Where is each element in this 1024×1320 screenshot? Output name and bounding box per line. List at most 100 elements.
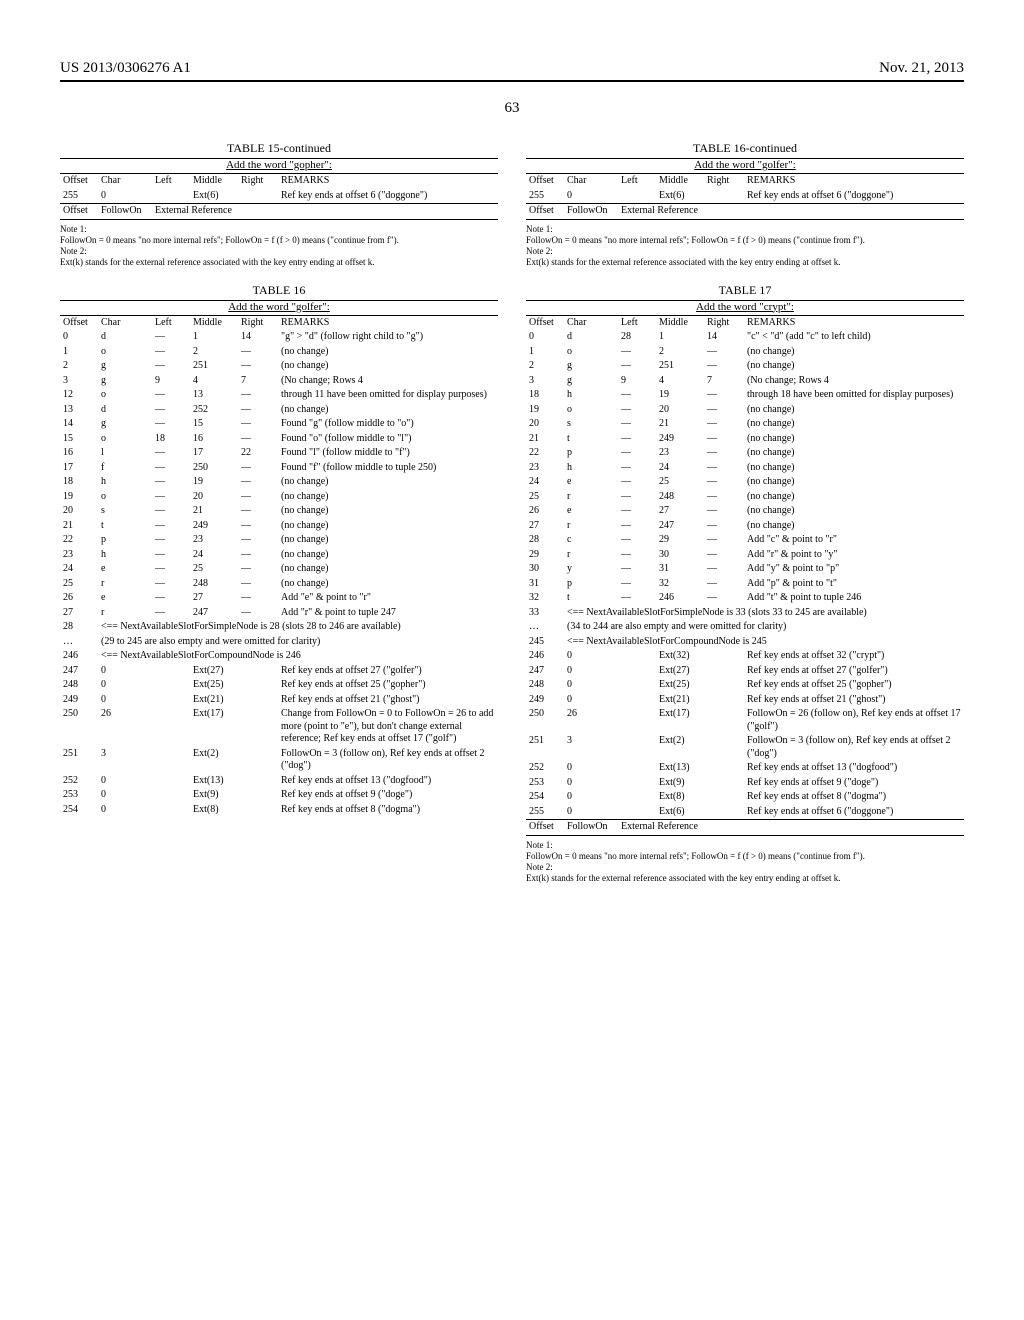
table-ext-row: 2540Ext(8)Ref key ends at offset 8 ("dog…: [526, 790, 964, 805]
table-cell: 13: [190, 388, 238, 403]
table-cell: d: [98, 403, 152, 418]
table-cell: 0: [98, 664, 152, 679]
table-cell: s: [564, 417, 618, 432]
table-cell: 4: [656, 374, 704, 389]
table-cell: 9: [618, 374, 656, 389]
footer-char: FollowOn: [564, 204, 618, 219]
table-cell: 251: [190, 359, 238, 374]
table-cell: —: [152, 417, 190, 432]
table-cell: Ref key ends at offset 6 ("doggone"): [744, 189, 964, 204]
table-cell: Ref key ends at offset 9 ("doge"): [744, 776, 964, 791]
table-cell: [238, 788, 278, 803]
col-header-remarks: REMARKS: [278, 316, 498, 331]
table-cell: o: [98, 432, 152, 447]
table-16-continued: TABLE 16-continued Add the word "golfer"…: [526, 141, 964, 269]
table-cell: 20: [656, 403, 704, 418]
table-cell: —: [704, 359, 744, 374]
table-cell: (no change): [278, 490, 498, 505]
table-ext-row: 2470Ext(27)Ref key ends at offset 27 ("g…: [60, 664, 498, 679]
table-cell: —: [618, 533, 656, 548]
table-cell: 18: [60, 475, 98, 490]
table-cell: —: [618, 504, 656, 519]
table-cell: [152, 678, 190, 693]
table-cell: (No change; Rows 4: [278, 374, 498, 389]
table-17-data: Offset Char Left Middle Right REMARKS 0d…: [526, 316, 964, 820]
col-header-middle: Middle: [190, 316, 238, 331]
table-cell: o: [98, 490, 152, 505]
table-cell: FollowOn = 26 (follow on), Ref key ends …: [744, 707, 964, 734]
table-span-cell: (34 to 244 are also empty and were omitt…: [564, 620, 964, 635]
table-cell: —: [238, 519, 278, 534]
table-cell: g: [98, 374, 152, 389]
table-cell: Found "l" (follow middle to "f"): [278, 446, 498, 461]
col-header-middle: Middle: [656, 316, 704, 331]
table-span-cell: (29 to 245 are also empty and were omitt…: [98, 635, 498, 650]
table-span-row: 28<== NextAvailableSlotForSimpleNode is …: [60, 620, 498, 635]
table-cell: 18: [526, 388, 564, 403]
table-title: TABLE 16-continued: [526, 141, 964, 156]
table-cell: Ext(2): [190, 747, 238, 774]
footer-char: FollowOn: [564, 820, 618, 835]
table-cell: 248: [60, 678, 98, 693]
table-cell: d: [564, 330, 618, 345]
table-cell: —: [704, 591, 744, 606]
table-cell: h: [98, 475, 152, 490]
col-header-left: Left: [152, 316, 190, 331]
table-cell: 245: [526, 635, 564, 650]
table-cell: 255: [60, 189, 98, 204]
table-cell: Ext(6): [190, 189, 238, 204]
table-cell: Ref key ends at offset 25 ("gopher"): [744, 678, 964, 693]
table-cell: 0: [564, 761, 618, 776]
table-cell: 252: [190, 403, 238, 418]
table-cell: 0: [98, 678, 152, 693]
table-cell: —: [618, 432, 656, 447]
table-cell: 27: [656, 504, 704, 519]
table-cell: [618, 693, 656, 708]
table-cell: [618, 189, 656, 204]
table-cell: —: [618, 490, 656, 505]
table-cell: [152, 747, 190, 774]
table-cell: 20: [60, 504, 98, 519]
table-cell: (no change): [744, 519, 964, 534]
table-cell: —: [618, 388, 656, 403]
table-cell: —: [704, 461, 744, 476]
patent-date: Nov. 21, 2013: [879, 60, 964, 77]
table-cell: 28: [618, 330, 656, 345]
table-span-cell: <== NextAvailableSlotForCompoundNode is …: [98, 649, 498, 664]
table-title: TABLE 15-continued: [60, 141, 498, 156]
table-cell: Ref key ends at offset 6 ("doggone"): [278, 189, 498, 204]
table-cell: [238, 693, 278, 708]
left-column: TABLE 15-continued Add the word "gopher"…: [60, 141, 498, 899]
table-cell: Ext(27): [190, 664, 238, 679]
table-17: TABLE 17 Add the word "crypt": Offset Ch…: [526, 283, 964, 885]
table-cell: 3: [98, 747, 152, 774]
table-row: 0d—114"g" > "d" (follow right child to "…: [60, 330, 498, 345]
table-row: 30y—31—Add "y" & point to "p": [526, 562, 964, 577]
table-row: 31p—32—Add "p" & point to "t": [526, 577, 964, 592]
table-cell: FollowOn = 3 (follow on), Ref key ends a…: [744, 734, 964, 761]
table-cell: 255: [526, 805, 564, 820]
table-ext-row: 2520Ext(13)Ref key ends at offset 13 ("d…: [526, 761, 964, 776]
table-cell: 249: [526, 693, 564, 708]
table-cell: —: [238, 606, 278, 621]
table-cell: —: [618, 562, 656, 577]
table-cell: Ext(6): [656, 189, 704, 204]
table-ext-row: 2490Ext(21)Ref key ends at offset 21 ("g…: [526, 693, 964, 708]
table-cell: Ext(8): [190, 803, 238, 818]
table-row: 29r—30—Add "r" & point to "y": [526, 548, 964, 563]
table-ext-row: 2470Ext(27)Ref key ends at offset 27 ("g…: [526, 664, 964, 679]
table-cell: —: [704, 403, 744, 418]
table-cell: —: [618, 475, 656, 490]
page-number: 63: [60, 100, 964, 117]
table-cell: 246: [60, 649, 98, 664]
table-cell: 250: [190, 461, 238, 476]
table-cell: o: [98, 388, 152, 403]
table-row: 0d28114"c" < "d" (add "c" to left child): [526, 330, 964, 345]
table-header-row: Offset Char Left Middle Right REMARKS: [526, 174, 964, 189]
table-cell: 2: [656, 345, 704, 360]
table-cell: 249: [190, 519, 238, 534]
table-row: 23h—24—(no change): [60, 548, 498, 563]
table-row: 27r—247—(no change): [526, 519, 964, 534]
table-ext-row: 2490Ext(21)Ref key ends at offset 21 ("g…: [60, 693, 498, 708]
table-cell: 252: [60, 774, 98, 789]
